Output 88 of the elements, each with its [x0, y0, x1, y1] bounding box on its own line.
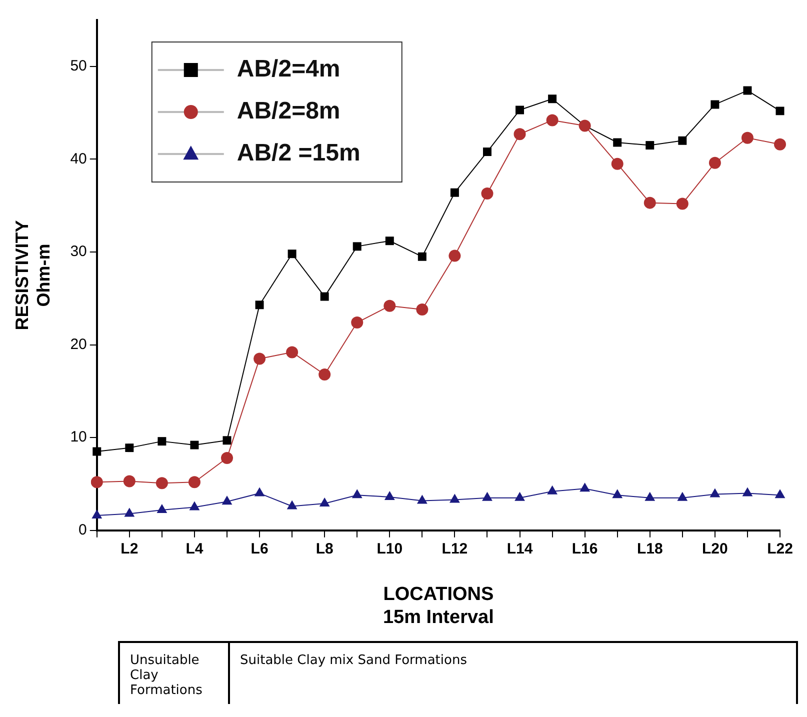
point: [190, 440, 199, 450]
point: [741, 132, 754, 144]
y-tick-label: 10: [70, 428, 87, 446]
point: [385, 236, 394, 246]
point: [158, 437, 166, 446]
point: [156, 477, 168, 490]
point: [92, 510, 102, 519]
point: [774, 138, 786, 150]
x-axis-title: LOCATIONS 15m Interval: [382, 584, 494, 628]
point: [514, 128, 526, 140]
point: [351, 316, 364, 329]
point: [318, 368, 331, 380]
point: [710, 488, 720, 498]
point: [222, 496, 232, 505]
point: [646, 141, 654, 150]
y-axis-title: RESISTIVITY Ohm-m: [12, 220, 54, 330]
legend-label: AB/2=8m: [236, 98, 340, 125]
x-tick-label: L2: [120, 540, 138, 558]
legend-label: AB/2 =15m: [236, 140, 360, 167]
point: [254, 487, 265, 496]
point: [547, 485, 558, 494]
point: [286, 500, 298, 510]
point: [612, 489, 623, 498]
point: [286, 346, 298, 358]
point: [254, 352, 266, 365]
point: [710, 100, 720, 109]
y-tick-label: 40: [70, 150, 87, 168]
text: Unsuitable Clay Formations: [119, 642, 229, 704]
point: [450, 188, 459, 197]
point: [482, 492, 492, 501]
y-tick-label: 20: [70, 336, 87, 353]
point: [481, 188, 494, 200]
point: [743, 86, 752, 95]
x-tick-label: L22: [767, 540, 793, 558]
point: [776, 106, 784, 116]
point: [384, 300, 396, 312]
point: [288, 250, 296, 258]
point: [678, 136, 687, 145]
x-tick-label: L12: [442, 540, 468, 558]
point: [546, 114, 558, 126]
x-tick-label: L18: [636, 540, 663, 558]
point: [448, 250, 461, 262]
point: [774, 489, 786, 498]
point: [644, 196, 656, 209]
point: [450, 494, 460, 503]
y-tick-label: 30: [70, 243, 87, 260]
y-tick-label: 50: [70, 58, 87, 75]
point: [124, 508, 135, 517]
point: [123, 475, 136, 488]
point: [418, 252, 426, 261]
point: [156, 504, 168, 513]
point: [677, 492, 688, 501]
point: [320, 292, 329, 301]
point: [644, 492, 656, 501]
point: [580, 482, 590, 492]
point: [92, 447, 102, 456]
text: Suitable Clay mix Sand Formations: [229, 642, 797, 704]
x-tick-label: L20: [702, 540, 728, 558]
point: [676, 198, 688, 210]
point: [611, 158, 624, 170]
x-tick-label: L4: [186, 540, 204, 558]
point: [221, 452, 233, 464]
point: [514, 492, 525, 501]
legend-label: AB/2=4m: [236, 56, 340, 83]
point: [188, 476, 200, 488]
point: [416, 494, 428, 504]
x-tick-label: L6: [250, 540, 268, 558]
y-tick-label: 0: [78, 522, 87, 539]
x-tick-label: L8: [316, 540, 334, 558]
x-tick-label: L14: [506, 540, 534, 558]
point: [613, 138, 622, 147]
point: [255, 300, 264, 310]
point: [742, 487, 753, 496]
point: [384, 490, 395, 500]
point: [708, 156, 721, 169]
point: [125, 444, 134, 452]
point: [352, 242, 362, 251]
point: [90, 476, 103, 488]
x-tick-label: L16: [572, 540, 598, 558]
point: [189, 501, 200, 510]
point: [352, 489, 362, 498]
point: [516, 106, 524, 114]
point: [416, 304, 428, 316]
point: [482, 148, 492, 156]
point: [222, 436, 232, 445]
point: [319, 497, 330, 506]
point: [548, 94, 557, 104]
x-tick-label: L10: [376, 540, 403, 558]
